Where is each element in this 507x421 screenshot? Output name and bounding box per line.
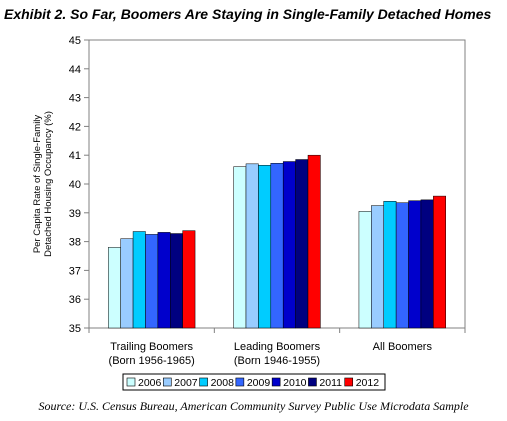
bar-2008 [132,231,146,329]
y-tick-label: 37 [69,265,81,277]
legend-swatch [199,377,208,387]
y-tick-label: 42 [69,121,81,133]
y-tick-label: 35 [69,323,81,335]
y-axis-label: Detached Housing Occupancy (%) [43,111,54,257]
legend-swatch [271,377,281,387]
bar-chart: 35 36 37 38 39 40 41 42 43 44 45 Per Capita Rate of… [32,35,466,391]
y-tick-label: 43 [69,93,81,105]
y-tick-label: 41 [69,150,81,162]
bar-2006 [233,166,247,329]
bar-2012 [307,154,321,329]
y-tick-label: 45 [69,35,81,47]
x-category-label: Leading Boomers [234,341,321,353]
legend-swatch [126,377,136,387]
bar-2010 [157,232,171,329]
legend-swatch [235,377,245,387]
bar-2007 [245,163,259,329]
y-tick-label: 36 [69,294,81,306]
y-tick-label: 40 [69,179,81,191]
bar-2006 [358,211,372,329]
source-note: Source: U.S. Census Bureau, American Com… [38,399,469,413]
bar-2008 [383,201,397,329]
bar-2007 [120,238,134,329]
y-tick-label: 44 [69,64,81,76]
legend-label: 2011 [319,377,342,389]
bar-2011 [295,159,309,329]
legend-label: 2006 [138,377,162,389]
bar-2010 [408,200,422,329]
y-tick-label: 38 [69,237,81,249]
x-category-label: All Boomers [373,341,433,353]
bar-2011 [170,233,183,329]
legend-label: 2010 [283,377,307,389]
bar-2008 [258,165,272,329]
bar-2007 [371,205,384,329]
chart-title: Exhibit 2. So Far, Boomers Are Staying i… [4,6,492,22]
legend-swatch [308,377,317,387]
y-axis-label: Per Capita Rate of Single-Family [32,115,43,254]
x-category-label: (Born 1956-1965) [109,355,195,367]
bar-2009 [270,163,284,329]
bar-2011 [420,199,434,329]
bar-2006 [108,247,121,329]
bar-2009 [395,202,409,329]
legend-swatch [162,377,172,387]
x-category-label: (Born 1946-1955) [234,355,320,367]
bar-2009 [145,234,159,329]
y-tick-label: 39 [69,208,81,220]
bar-2012 [433,195,446,329]
legend [122,373,386,391]
legend-label: 2009 [247,377,271,389]
legend-label: 2007 [174,377,198,389]
bar-2012 [182,230,196,329]
x-category-label: Trailing Boomers [110,341,193,353]
legend-label: 2012 [356,377,380,389]
legend-swatch [344,377,354,387]
bar-2010 [282,161,296,329]
legend-label: 2008 [211,377,235,389]
